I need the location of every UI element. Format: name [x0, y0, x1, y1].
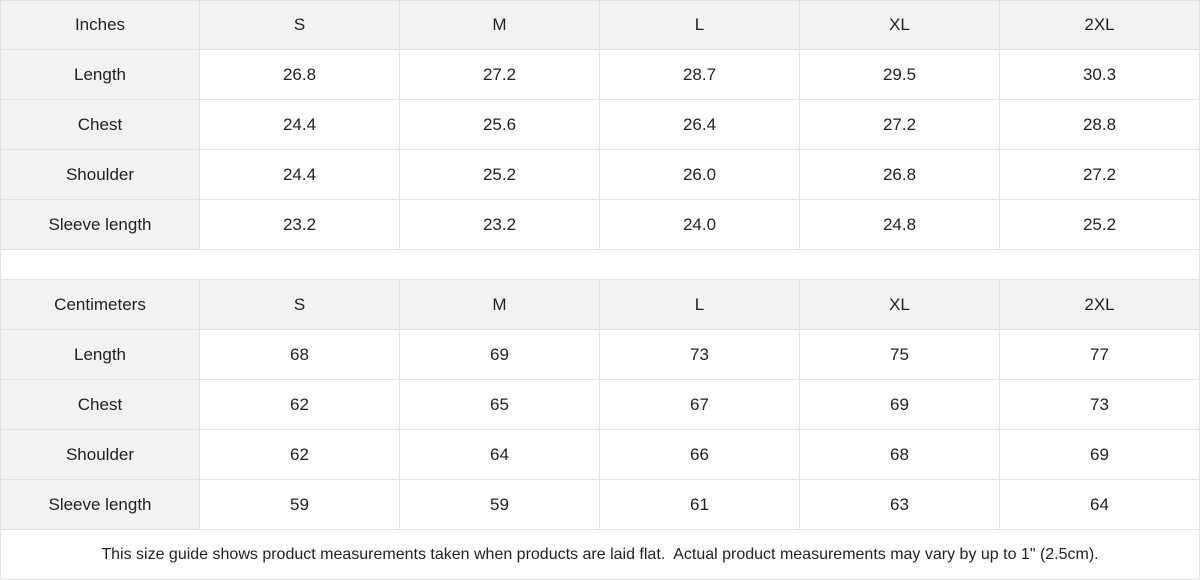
- measurement-value: 75: [800, 330, 1000, 380]
- measurement-value: 25.6: [400, 100, 600, 150]
- measurement-value: 24.4: [200, 150, 400, 200]
- measurement-value: 62: [200, 380, 400, 430]
- measurement-value: 26.4: [600, 100, 800, 150]
- measurement-value: 23.2: [400, 200, 600, 250]
- measurement-value: 65: [400, 380, 600, 430]
- measurement-label: Shoulder: [0, 150, 200, 200]
- measurement-label: Chest: [0, 100, 200, 150]
- measurement-value: 67: [600, 380, 800, 430]
- spacer-row: [0, 250, 1200, 280]
- measurement-label: Shoulder: [0, 430, 200, 480]
- measurement-value: 59: [200, 480, 400, 530]
- measurement-value: 69: [1000, 430, 1200, 480]
- measurement-value: 28.8: [1000, 100, 1200, 150]
- measurement-value: 64: [400, 430, 600, 480]
- measurement-value: 25.2: [1000, 200, 1200, 250]
- footnote: This size guide shows product measuremen…: [0, 530, 1200, 580]
- measurement-value: 73: [600, 330, 800, 380]
- measurement-value: 66: [600, 430, 800, 480]
- unit-header: Centimeters: [0, 280, 200, 330]
- measurement-value: 24.8: [800, 200, 1000, 250]
- size-header: 2XL: [1000, 280, 1200, 330]
- measurement-value: 30.3: [1000, 50, 1200, 100]
- measurement-value: 28.7: [600, 50, 800, 100]
- measurement-label: Chest: [0, 380, 200, 430]
- measurement-value: 69: [800, 380, 1000, 430]
- size-header: L: [600, 0, 800, 50]
- size-header: M: [400, 280, 600, 330]
- measurement-value: 25.2: [400, 150, 600, 200]
- measurement-value: 27.2: [400, 50, 600, 100]
- measurement-value: 26.0: [600, 150, 800, 200]
- measurement-value: 24.0: [600, 200, 800, 250]
- measurement-value: 68: [200, 330, 400, 380]
- measurement-value: 62: [200, 430, 400, 480]
- measurement-value: 77: [1000, 330, 1200, 380]
- measurement-value: 68: [800, 430, 1000, 480]
- measurement-value: 29.5: [800, 50, 1000, 100]
- measurement-value: 73: [1000, 380, 1200, 430]
- size-header: L: [600, 280, 800, 330]
- measurement-label: Length: [0, 50, 200, 100]
- measurement-value: 24.4: [200, 100, 400, 150]
- measurement-value: 26.8: [800, 150, 1000, 200]
- size-header: XL: [800, 0, 1000, 50]
- size-header: M: [400, 0, 600, 50]
- size-header: S: [200, 0, 400, 50]
- measurement-value: 63: [800, 480, 1000, 530]
- measurement-value: 61: [600, 480, 800, 530]
- size-header: S: [200, 280, 400, 330]
- measurement-value: 27.2: [1000, 150, 1200, 200]
- measurement-value: 69: [400, 330, 600, 380]
- size-header: 2XL: [1000, 0, 1200, 50]
- measurement-label: Sleeve length: [0, 200, 200, 250]
- measurement-value: 27.2: [800, 100, 1000, 150]
- measurement-value: 26.8: [200, 50, 400, 100]
- size-header: XL: [800, 280, 1000, 330]
- measurement-value: 59: [400, 480, 600, 530]
- measurement-value: 64: [1000, 480, 1200, 530]
- measurement-value: 23.2: [200, 200, 400, 250]
- unit-header: Inches: [0, 0, 200, 50]
- measurement-label: Length: [0, 330, 200, 380]
- measurement-label: Sleeve length: [0, 480, 200, 530]
